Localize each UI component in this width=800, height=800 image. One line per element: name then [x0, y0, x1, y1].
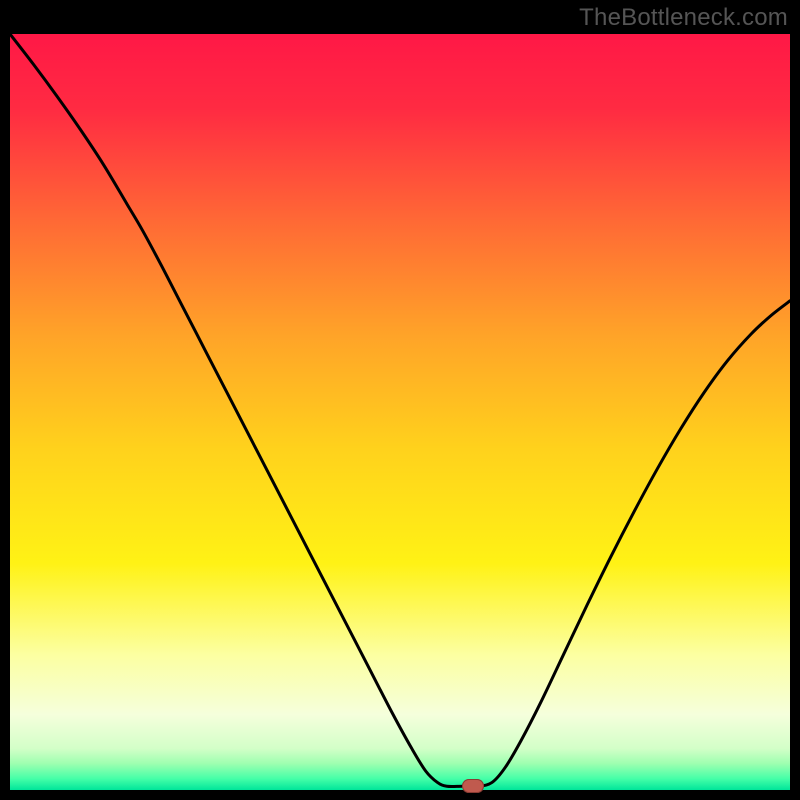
watermark-text: TheBottleneck.com: [579, 4, 788, 32]
plot-area: [10, 34, 790, 790]
bottleneck-curve: [10, 34, 790, 790]
chart-frame: TheBottleneck.com: [0, 0, 800, 800]
optimum-marker: [462, 779, 484, 793]
